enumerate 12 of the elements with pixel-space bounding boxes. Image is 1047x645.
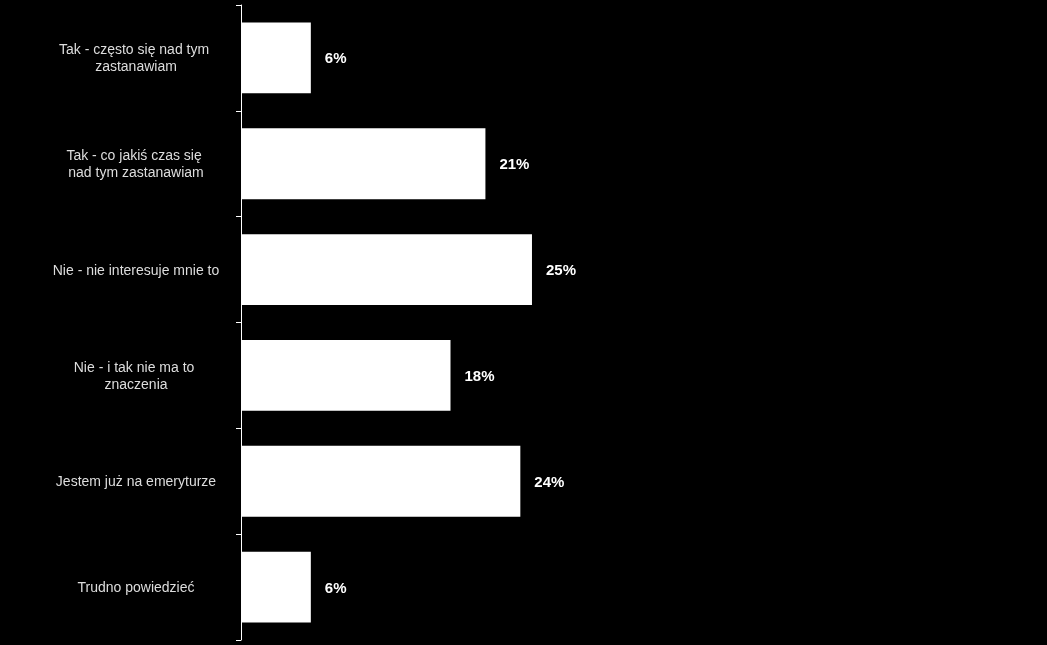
y-tick-label: Jestem już na emeryturze [55,473,217,490]
y-tick-label: Nie - i tak nie ma to znaczenia [73,358,199,392]
y-tick-label: Nie - nie interesuje mnie to [52,261,220,278]
data-label: 21% [499,155,530,173]
y-tick-label: Trudno powiedzieć [77,579,195,596]
y-tick-label: Tak - co jakiś czas się nad tym zastanawiam [66,147,206,181]
data-label: 18% [464,366,495,384]
data-label: 24% [534,472,565,490]
data-label: 25% [545,261,577,279]
data-label: 6% [324,578,347,596]
y-tick-label: Tak - często się nad tym zastanawiam [58,41,214,75]
data-label: 6% [324,49,347,67]
